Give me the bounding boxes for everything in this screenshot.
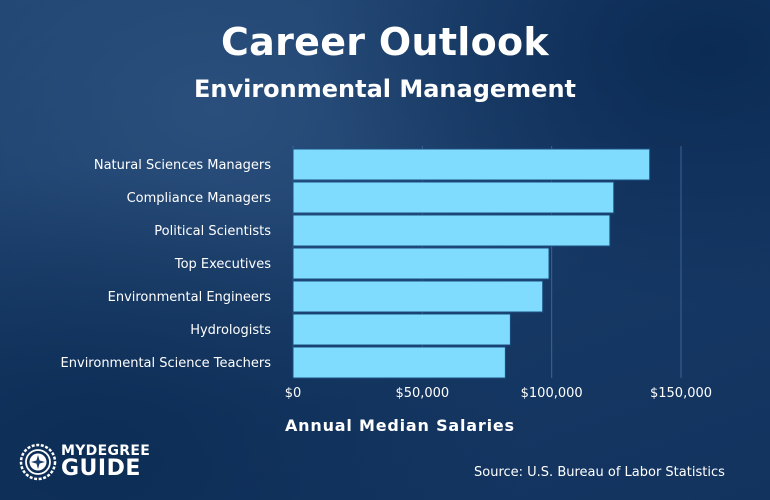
- category-label: Hydrologists: [190, 323, 271, 338]
- logo-wordmark-bottom: GUIDE: [61, 456, 141, 481]
- x-tick-label: $0: [285, 386, 302, 401]
- bar: [292, 280, 544, 313]
- category-label: Environmental Science Teachers: [61, 356, 272, 371]
- category-label: Compliance Managers: [127, 191, 272, 206]
- category-label: Natural Sciences Managers: [94, 158, 271, 173]
- site-logo[interactable]: MYDEGREE GUIDE: [18, 442, 151, 484]
- compass-seal-icon: [19, 443, 57, 481]
- bar: [292, 313, 511, 346]
- bar: [292, 214, 611, 247]
- bar: [292, 247, 550, 280]
- logo-wordmark-top: MYDEGREE: [61, 443, 151, 459]
- x-tick-label: $100,000: [521, 386, 583, 401]
- category-label: Environmental Engineers: [108, 290, 272, 305]
- source-note: Source: U.S. Bureau of Labor Statistics: [474, 465, 725, 480]
- category-label: Political Scientists: [154, 224, 271, 239]
- x-tick-label: $50,000: [395, 386, 449, 401]
- bar: [292, 181, 615, 214]
- x-axis-label: Annual Median Salaries: [285, 416, 515, 435]
- chart-subtitle: Environmental Management: [193, 75, 577, 103]
- bar: [292, 148, 651, 181]
- x-tick-label: $150,000: [650, 386, 712, 401]
- category-label: Top Executives: [174, 257, 271, 272]
- bar: [292, 346, 506, 379]
- chart-title: Career Outlook: [220, 20, 550, 64]
